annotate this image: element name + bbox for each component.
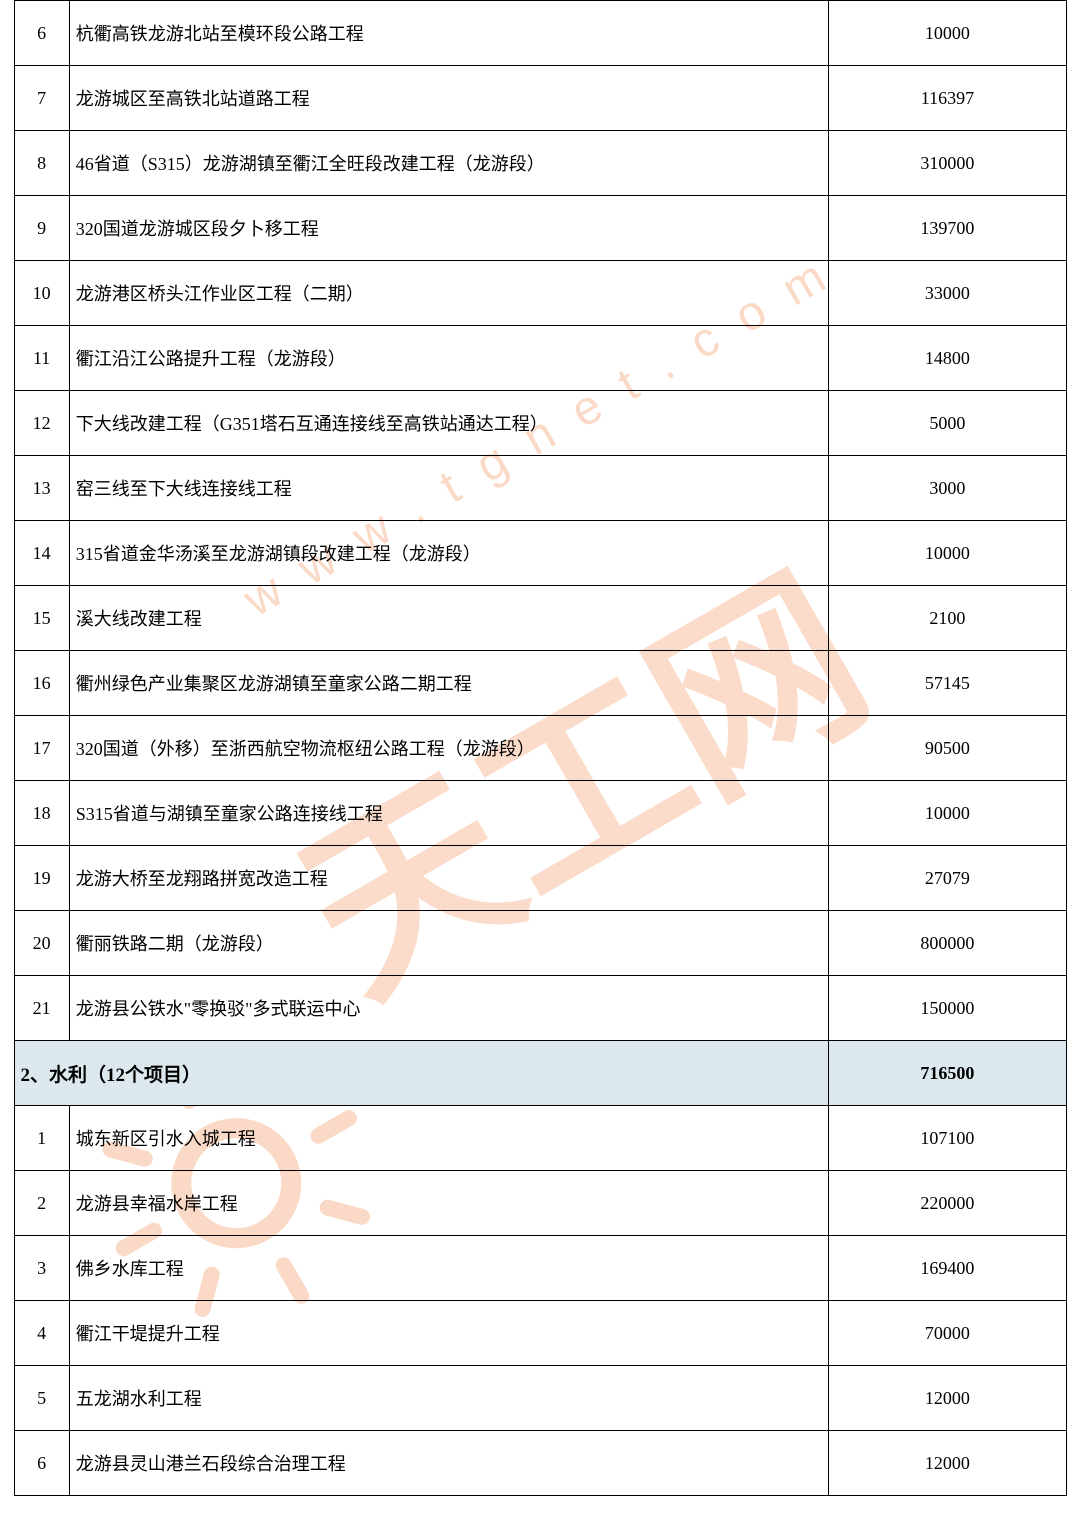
project-value: 57145 — [829, 651, 1066, 716]
row-number: 6 — [14, 1431, 69, 1496]
table-row: 12下大线改建工程（G351塔石互通连接线至高铁站通达工程）5000 — [14, 391, 1066, 456]
project-name: 溪大线改建工程 — [69, 586, 829, 651]
row-number: 18 — [14, 781, 69, 846]
project-name: 龙游港区桥头江作业区工程（二期） — [69, 261, 829, 326]
table-row: 6杭衢高铁龙游北站至模环段公路工程10000 — [14, 1, 1066, 66]
project-name: 下大线改建工程（G351塔石互通连接线至高铁站通达工程） — [69, 391, 829, 456]
table-row: 20衢丽铁路二期（龙游段）800000 — [14, 911, 1066, 976]
project-value: 310000 — [829, 131, 1066, 196]
table-row: 19龙游大桥至龙翔路拼宽改造工程27079 — [14, 846, 1066, 911]
project-value: 107100 — [829, 1106, 1066, 1171]
table-row: 13窑三线至下大线连接线工程3000 — [14, 456, 1066, 521]
project-value: 33000 — [829, 261, 1066, 326]
table-row: 6龙游县灵山港兰石段综合治理工程12000 — [14, 1431, 1066, 1496]
table-row: 17320国道（外移）至浙西航空物流枢纽公路工程（龙游段）90500 — [14, 716, 1066, 781]
table-row: 846省道（S315）龙游湖镇至衢江全旺段改建工程（龙游段）310000 — [14, 131, 1066, 196]
project-name: 46省道（S315）龙游湖镇至衢江全旺段改建工程（龙游段） — [69, 131, 829, 196]
table-row: 18S315省道与湖镇至童家公路连接线工程10000 — [14, 781, 1066, 846]
project-name: 龙游县灵山港兰石段综合治理工程 — [69, 1431, 829, 1496]
table-row: 16衢州绿色产业集聚区龙游湖镇至童家公路二期工程57145 — [14, 651, 1066, 716]
project-value: 70000 — [829, 1301, 1066, 1366]
project-value: 169400 — [829, 1236, 1066, 1301]
project-name: 窑三线至下大线连接线工程 — [69, 456, 829, 521]
project-name: 衢江干堤提升工程 — [69, 1301, 829, 1366]
section-header-value: 716500 — [829, 1041, 1066, 1106]
project-value: 14800 — [829, 326, 1066, 391]
row-number: 7 — [14, 66, 69, 131]
row-number: 15 — [14, 586, 69, 651]
project-name: 龙游县幸福水岸工程 — [69, 1171, 829, 1236]
project-name: S315省道与湖镇至童家公路连接线工程 — [69, 781, 829, 846]
project-value: 27079 — [829, 846, 1066, 911]
project-name: 龙游城区至高铁北站道路工程 — [69, 66, 829, 131]
table-row: 21龙游县公铁水"零换驳"多式联运中心150000 — [14, 976, 1066, 1041]
table-row: 7龙游城区至高铁北站道路工程116397 — [14, 66, 1066, 131]
row-number: 14 — [14, 521, 69, 586]
project-value: 150000 — [829, 976, 1066, 1041]
table-row: 4衢江干堤提升工程70000 — [14, 1301, 1066, 1366]
row-number: 8 — [14, 131, 69, 196]
project-value: 10000 — [829, 1, 1066, 66]
row-number: 17 — [14, 716, 69, 781]
row-number: 20 — [14, 911, 69, 976]
table-row: 3佛乡水库工程169400 — [14, 1236, 1066, 1301]
project-name: 城东新区引水入城工程 — [69, 1106, 829, 1171]
project-value: 10000 — [829, 781, 1066, 846]
project-name: 320国道龙游城区段夕卜移工程 — [69, 196, 829, 261]
project-value: 139700 — [829, 196, 1066, 261]
table-row: 9320国道龙游城区段夕卜移工程139700 — [14, 196, 1066, 261]
project-value: 116397 — [829, 66, 1066, 131]
table-row: 11衢江沿江公路提升工程（龙游段）14800 — [14, 326, 1066, 391]
project-value: 5000 — [829, 391, 1066, 456]
project-name: 衢丽铁路二期（龙游段） — [69, 911, 829, 976]
row-number: 4 — [14, 1301, 69, 1366]
row-number: 3 — [14, 1236, 69, 1301]
project-table-container: 6杭衢高铁龙游北站至模环段公路工程100007龙游城区至高铁北站道路工程1163… — [14, 0, 1067, 1496]
project-table: 6杭衢高铁龙游北站至模环段公路工程100007龙游城区至高铁北站道路工程1163… — [14, 0, 1067, 1496]
project-value: 12000 — [829, 1366, 1066, 1431]
row-number: 12 — [14, 391, 69, 456]
project-name: 杭衢高铁龙游北站至模环段公路工程 — [69, 1, 829, 66]
project-name: 佛乡水库工程 — [69, 1236, 829, 1301]
project-value: 12000 — [829, 1431, 1066, 1496]
project-value: 2100 — [829, 586, 1066, 651]
row-number: 16 — [14, 651, 69, 716]
row-number: 9 — [14, 196, 69, 261]
project-value: 90500 — [829, 716, 1066, 781]
row-number: 1 — [14, 1106, 69, 1171]
row-number: 19 — [14, 846, 69, 911]
section-header-label: 2、水利（12个项目） — [14, 1041, 829, 1106]
table-row: 5五龙湖水利工程12000 — [14, 1366, 1066, 1431]
project-value: 220000 — [829, 1171, 1066, 1236]
project-name: 五龙湖水利工程 — [69, 1366, 829, 1431]
project-value: 800000 — [829, 911, 1066, 976]
project-name: 320国道（外移）至浙西航空物流枢纽公路工程（龙游段） — [69, 716, 829, 781]
project-value: 3000 — [829, 456, 1066, 521]
project-name: 衢江沿江公路提升工程（龙游段） — [69, 326, 829, 391]
table-row: 15溪大线改建工程2100 — [14, 586, 1066, 651]
row-number: 13 — [14, 456, 69, 521]
table-row: 2、水利（12个项目）716500 — [14, 1041, 1066, 1106]
table-row: 14315省道金华汤溪至龙游湖镇段改建工程（龙游段）10000 — [14, 521, 1066, 586]
row-number: 21 — [14, 976, 69, 1041]
row-number: 11 — [14, 326, 69, 391]
table-row: 1城东新区引水入城工程107100 — [14, 1106, 1066, 1171]
project-name: 龙游大桥至龙翔路拼宽改造工程 — [69, 846, 829, 911]
project-value: 10000 — [829, 521, 1066, 586]
row-number: 10 — [14, 261, 69, 326]
project-name: 315省道金华汤溪至龙游湖镇段改建工程（龙游段） — [69, 521, 829, 586]
table-row: 10龙游港区桥头江作业区工程（二期）33000 — [14, 261, 1066, 326]
row-number: 6 — [14, 1, 69, 66]
row-number: 5 — [14, 1366, 69, 1431]
table-row: 2龙游县幸福水岸工程220000 — [14, 1171, 1066, 1236]
row-number: 2 — [14, 1171, 69, 1236]
project-name: 龙游县公铁水"零换驳"多式联运中心 — [69, 976, 829, 1041]
project-name: 衢州绿色产业集聚区龙游湖镇至童家公路二期工程 — [69, 651, 829, 716]
